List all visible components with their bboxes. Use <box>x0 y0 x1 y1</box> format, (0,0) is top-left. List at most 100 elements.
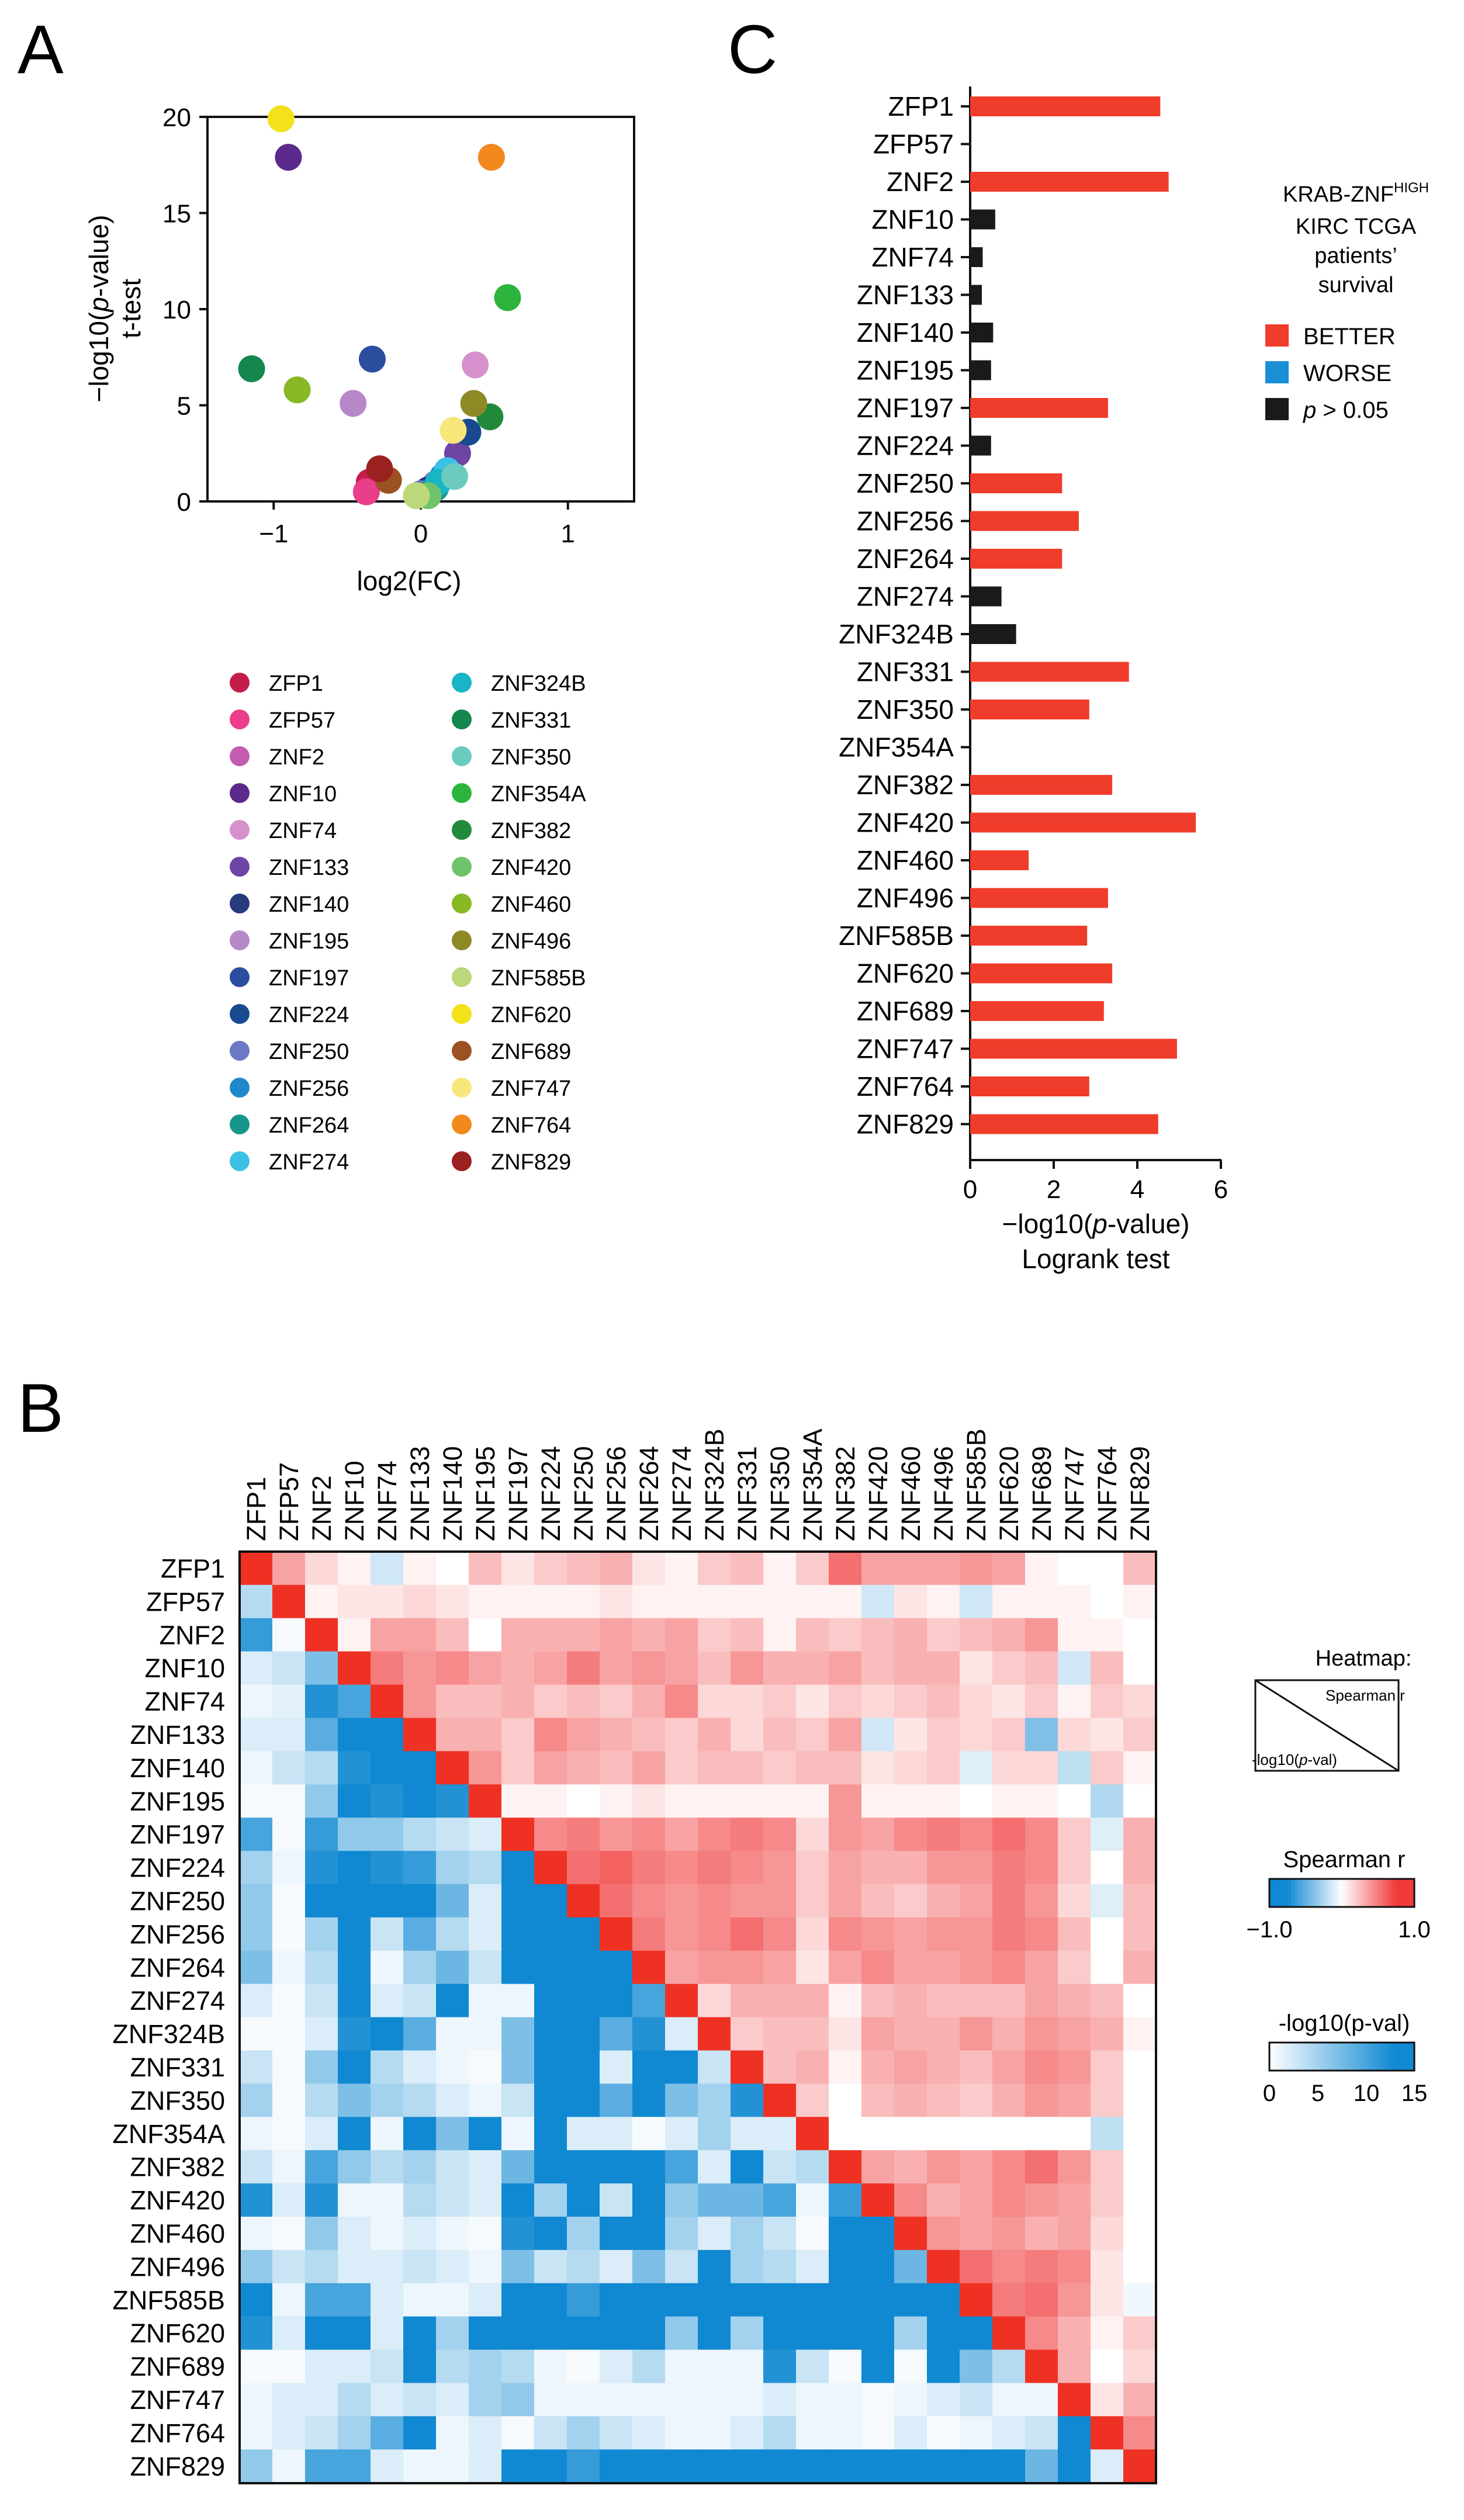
heatmap-cell <box>796 1784 829 1818</box>
heatmap-cell <box>1123 1818 1157 1851</box>
legend-label-znf324b: ZNF324B <box>491 671 586 696</box>
heatmap-cell <box>796 1552 829 1586</box>
heatmap-cell <box>469 2083 502 2117</box>
bar-label-znf460: ZNF460 <box>857 845 954 875</box>
colorbar-step <box>1378 2043 1382 2071</box>
heatmap-cell <box>338 2150 371 2184</box>
row-label-znf585b: ZNF585B <box>112 2285 225 2315</box>
bar-label-znf382: ZNF382 <box>857 770 954 800</box>
heatmap-cell <box>600 2217 633 2251</box>
heatmap-cell <box>436 2349 469 2383</box>
heatmap-cell <box>567 1718 600 1751</box>
bar-znf274 <box>970 586 1002 607</box>
heatmap-cell <box>501 1884 535 1918</box>
heatmap-cell <box>436 2150 469 2184</box>
colorbar-step <box>1269 1879 1273 1907</box>
legend-label-znf420: ZNF420 <box>491 856 571 880</box>
heatmap-cell <box>861 1984 895 2018</box>
colorbar-step <box>1283 1879 1288 1907</box>
heatmap-cell <box>829 1851 862 1885</box>
heatmap-cell <box>731 1618 764 1652</box>
heatmap-cell <box>731 1651 764 1685</box>
heatmap-cell <box>731 2349 764 2383</box>
heatmap-cell <box>763 2217 797 2251</box>
heatmap-cell <box>403 1884 437 1918</box>
heatmap-cell <box>1091 2183 1124 2217</box>
heatmap-cell <box>1058 1818 1091 1851</box>
heatmap-cell <box>403 1950 437 1985</box>
heatmap-cell <box>403 1984 437 2018</box>
heatmap-cell <box>371 1718 404 1751</box>
heatmap-cell <box>1091 1552 1124 1586</box>
heatmap-cell <box>534 2150 567 2184</box>
heatmap-cell <box>436 1651 469 1685</box>
heatmap-cell <box>698 2183 731 2217</box>
heatmap-cell <box>1091 1718 1124 1751</box>
heatmap-cell <box>338 2449 371 2483</box>
heatmap-cell <box>1091 1917 1124 1951</box>
scatter-point-znf354a <box>494 284 521 311</box>
heatmap-cell <box>796 1818 829 1851</box>
heatmap-cell <box>698 2083 731 2117</box>
heatmap-cell <box>665 2449 698 2483</box>
heatmap-cell <box>927 1684 960 1718</box>
heatmap-cell <box>861 2349 895 2383</box>
heatmap-cell <box>501 1851 535 1885</box>
heatmap-cell <box>861 2383 895 2417</box>
colorbar-step <box>1403 2043 1408 2071</box>
spearman-tick-max: 1.0 <box>1398 1917 1431 1943</box>
legend-label-znf224: ZNF224 <box>269 1003 349 1027</box>
heatmap-cell <box>960 1552 993 1586</box>
heatmap-cell <box>338 2217 371 2251</box>
heatmap-cell <box>829 1618 862 1652</box>
heatmap-cell <box>305 1718 338 1751</box>
heatmap-cell <box>240 2217 273 2251</box>
heatmap-cell <box>1058 2249 1091 2284</box>
heatmap-cell <box>829 2083 862 2117</box>
heatmap-cell <box>272 1552 306 1586</box>
heatmap-cell <box>600 1618 633 1652</box>
heatmap-cell <box>338 1618 371 1652</box>
heatmap-cell <box>600 1751 633 1785</box>
heatmap-cell <box>927 1584 960 1619</box>
heatmap-cell <box>1123 2217 1157 2251</box>
heatmap-cell <box>567 2017 600 2051</box>
bar-label-znf10: ZNF10 <box>871 205 954 235</box>
colorbar-step <box>1334 1879 1339 1907</box>
heatmap-cell <box>567 2217 600 2251</box>
heatmap-cell <box>894 2217 927 2251</box>
heatmap-cell <box>894 2249 927 2284</box>
heatmap-cell <box>240 1651 273 1685</box>
y-tick-label: 0 <box>177 488 191 517</box>
heatmap-cell <box>927 2249 960 2284</box>
heatmap-cell <box>960 2150 993 2184</box>
heatmap-cell <box>861 2083 895 2117</box>
heatmap-legend-title: Heatmap: <box>1316 1646 1412 1671</box>
heatmap-cell <box>861 2449 895 2483</box>
heatmap-cell <box>436 1917 469 1951</box>
heatmap-cell <box>501 2449 535 2483</box>
heatmap-cell <box>567 1751 600 1785</box>
heatmap-cell <box>436 1884 469 1918</box>
heatmap-cell <box>992 1984 1026 2018</box>
heatmap-cell <box>894 1984 927 2018</box>
heatmap-cell <box>1123 2017 1157 2051</box>
heatmap-cell <box>861 2416 895 2450</box>
colorbar-step <box>1349 1879 1354 1907</box>
heatmap-cell <box>567 2117 600 2151</box>
legend-label-znf250: ZNF250 <box>269 1040 349 1064</box>
heatmap-cell <box>927 1950 960 1985</box>
heatmap-cell <box>927 1552 960 1586</box>
heatmap-cell <box>469 1917 502 1951</box>
heatmap-cell <box>469 2416 502 2450</box>
heatmap-cell <box>763 2117 797 2151</box>
heatmap-cell <box>731 2283 764 2317</box>
heatmap-cell <box>600 2183 633 2217</box>
colorbar-step <box>1338 1879 1342 1907</box>
column-label-znf496: ZNF496 <box>929 1446 958 1541</box>
heatmap-cell <box>992 1718 1026 1751</box>
heatmap-cell <box>567 2383 600 2417</box>
scatter-frame <box>206 116 635 503</box>
heatmap-cell <box>763 1984 797 2018</box>
x-tick-label: 0 <box>414 520 428 548</box>
